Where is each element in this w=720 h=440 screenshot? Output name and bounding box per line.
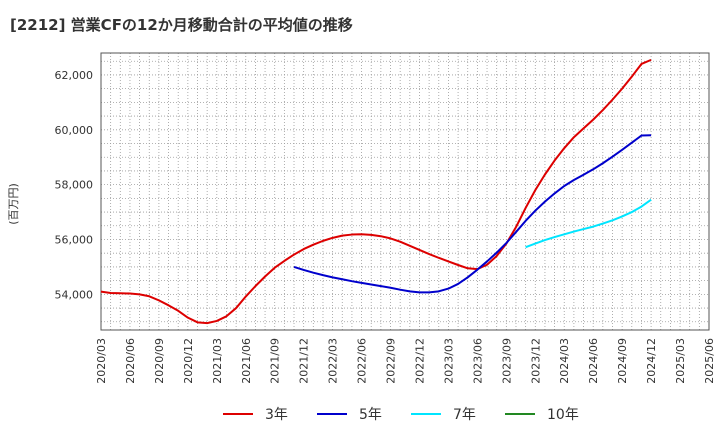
series-line-5年	[293, 134, 652, 294]
x-axis-ticks: 2020/03 2020/06 2020/09 2020/12 2021/03 2021/…	[95, 338, 716, 384]
x-tick-label: 2022/12	[413, 338, 426, 384]
plot-area	[100, 52, 710, 331]
x-tick-label: 2023/09	[500, 338, 513, 384]
x-tick-label: 2023/12	[529, 338, 542, 384]
x-tick-label: 2021/03	[211, 338, 224, 384]
y-tick-label: 58,000	[55, 179, 94, 192]
x-tick-label: 2022/09	[385, 338, 398, 384]
x-tick-label: 2025/03	[674, 338, 687, 384]
x-tick-label: 2021/09	[269, 338, 282, 384]
series-line-7年	[525, 198, 652, 249]
legend-label: 5年	[359, 407, 382, 423]
x-tick-label: 2020/03	[95, 338, 108, 384]
y-tick-label: 60,000	[55, 124, 94, 137]
legend-label: 10年	[547, 407, 579, 423]
x-tick-label: 2024/06	[587, 338, 600, 384]
y-tick-label: 56,000	[55, 233, 94, 246]
legend-label: 7年	[453, 407, 476, 423]
y-axis-ticks: 54,000 56,000 58,000 60,000 62,000	[55, 69, 94, 301]
x-tick-label: 2024/12	[645, 338, 658, 384]
chart-title: [2212] 営業CFの12か月移動合計の平均値の推移	[10, 16, 353, 34]
y-axis-label: (百万円)	[7, 183, 20, 225]
x-tick-label: 2020/06	[124, 338, 137, 384]
x-tick-label: 2024/03	[558, 338, 571, 384]
x-tick-label: 2024/09	[616, 338, 629, 384]
series-layer	[100, 58, 652, 325]
x-tick-label: 2023/03	[442, 338, 455, 384]
x-tick-label: 2022/03	[327, 338, 340, 384]
x-tick-label: 2021/12	[298, 338, 311, 384]
legend: 3年 5年 7年 10年	[223, 407, 579, 423]
x-tick-label: 2025/06	[703, 338, 716, 384]
x-tick-label: 2020/12	[182, 338, 195, 384]
y-tick-label: 62,000	[55, 69, 94, 82]
legend-label: 3年	[265, 407, 288, 423]
series-line-3年	[100, 58, 652, 325]
x-tick-label: 2023/06	[471, 338, 484, 384]
y-tick-label: 54,000	[55, 288, 94, 301]
x-tick-label: 2021/06	[240, 338, 253, 384]
x-tick-label: 2020/09	[153, 338, 166, 384]
x-tick-label: 2022/06	[356, 338, 369, 384]
